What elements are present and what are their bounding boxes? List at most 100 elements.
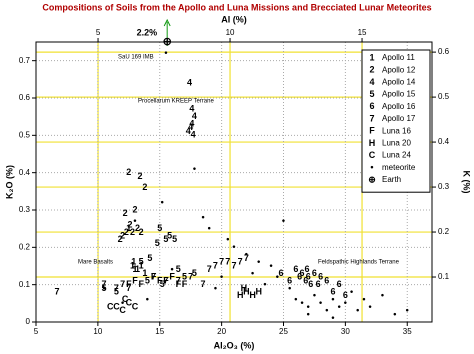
x2-tick-label: 10 bbox=[226, 28, 235, 37]
data-point: 6 bbox=[300, 268, 305, 278]
data-point: • bbox=[294, 294, 297, 304]
data-point: 7 bbox=[201, 279, 206, 289]
data-point: • bbox=[270, 260, 273, 270]
data-point: • bbox=[344, 298, 347, 308]
data-point: F bbox=[132, 275, 138, 285]
legend-label: Apollo 17 bbox=[382, 114, 416, 123]
data-point: H bbox=[243, 287, 250, 297]
data-point: • bbox=[282, 216, 285, 226]
data-point: 7 bbox=[225, 257, 230, 267]
legend-label: Luna 16 bbox=[382, 126, 411, 135]
data-point: • bbox=[325, 305, 328, 315]
data-point: H bbox=[249, 290, 256, 300]
data-point: H bbox=[241, 283, 248, 293]
x-tick-label: 5 bbox=[34, 327, 39, 336]
data-point: F bbox=[169, 272, 175, 282]
data-point: 4 bbox=[188, 122, 193, 132]
data-point: F bbox=[157, 275, 163, 285]
x-tick-label: 15 bbox=[155, 327, 164, 336]
y2-tick-label: 0.6 bbox=[438, 47, 450, 56]
chart-title: Compositions of Soils from the Apollo an… bbox=[42, 2, 431, 12]
data-point: • bbox=[193, 163, 196, 173]
data-point: C bbox=[119, 305, 126, 315]
data-point: 6 bbox=[330, 287, 335, 297]
data-point: 1 bbox=[139, 260, 144, 270]
data-point: 6 bbox=[337, 279, 342, 289]
data-point: 4 bbox=[187, 77, 192, 87]
data-point: 7 bbox=[231, 260, 236, 270]
data-point: H bbox=[237, 290, 244, 300]
data-point: 2 bbox=[139, 227, 144, 237]
data-point: F bbox=[151, 272, 157, 282]
y2-tick-label: 0.5 bbox=[438, 92, 450, 101]
arrow-head bbox=[163, 18, 171, 27]
y-tick-label: 0 bbox=[26, 317, 31, 326]
data-point: 7 bbox=[55, 287, 60, 297]
legend-marker: 1 bbox=[369, 52, 374, 62]
x-tick-label: 30 bbox=[341, 327, 350, 336]
data-point: 7 bbox=[126, 283, 131, 293]
data-point: 7 bbox=[188, 272, 193, 282]
data-point: 6 bbox=[318, 272, 323, 282]
legend-label: Apollo 15 bbox=[382, 90, 416, 99]
data-point: • bbox=[121, 298, 124, 308]
y2-tick-label: 0.1 bbox=[438, 272, 450, 281]
data-point: • bbox=[232, 242, 235, 252]
data-point: 6 bbox=[308, 279, 313, 289]
data-point: 7 bbox=[219, 257, 224, 267]
data-point: 7 bbox=[207, 264, 212, 274]
legend-marker: ⊕ bbox=[368, 174, 376, 184]
legend-label: Luna 24 bbox=[382, 151, 411, 160]
legend-label: meteorite bbox=[382, 163, 416, 172]
data-point: 1 bbox=[126, 223, 131, 233]
data-point: 5 bbox=[147, 253, 152, 263]
data-point: 2 bbox=[118, 234, 123, 244]
legend: 1 Apollo 11 2 Apollo 12 4 Apollo 14 5 Apollo 15… bbox=[361, 49, 431, 193]
x2-axis-label: Al (%) bbox=[221, 14, 247, 24]
data-point: F bbox=[163, 275, 169, 285]
data-point: • bbox=[307, 309, 310, 319]
data-point: 5 bbox=[163, 234, 168, 244]
data-point: C bbox=[113, 301, 120, 311]
data-point: • bbox=[381, 290, 384, 300]
data-point: 6 bbox=[297, 272, 302, 282]
data-point: C bbox=[126, 298, 133, 308]
data-point: • bbox=[313, 290, 316, 300]
data-point: • bbox=[263, 279, 266, 289]
data-point: 6 bbox=[303, 275, 308, 285]
data-point: • bbox=[251, 268, 254, 278]
data-point: • bbox=[245, 249, 248, 259]
data-point: • bbox=[161, 197, 164, 207]
legend-marker: 6 bbox=[369, 101, 374, 111]
data-point: 6 bbox=[293, 264, 298, 274]
legend-box bbox=[361, 49, 431, 193]
data-point: • bbox=[208, 223, 211, 233]
data-point: 1 bbox=[132, 264, 137, 274]
y-tick-label: 0.5 bbox=[19, 130, 31, 139]
x-tick-label: 25 bbox=[279, 327, 288, 336]
data-point: • bbox=[133, 216, 136, 226]
data-point: 5 bbox=[114, 287, 119, 297]
data-point: 6 bbox=[324, 275, 329, 285]
data-point: 5 bbox=[172, 234, 177, 244]
data-point: F bbox=[176, 279, 182, 289]
data-point: 7 bbox=[120, 279, 125, 289]
data-point: • bbox=[102, 283, 105, 293]
data-point: 6 bbox=[316, 279, 321, 289]
data-point: • bbox=[288, 283, 291, 293]
data-point: • bbox=[356, 305, 359, 315]
data-point: C bbox=[132, 301, 139, 311]
data-point: 2 bbox=[142, 182, 147, 192]
data-point: 2 bbox=[124, 227, 129, 237]
legend-marker: 7 bbox=[369, 113, 374, 123]
data-point: 5 bbox=[176, 264, 181, 274]
data-point: 7 bbox=[176, 275, 181, 285]
legend-marker: 2 bbox=[369, 65, 374, 75]
legend-label: Apollo 12 bbox=[382, 65, 416, 74]
x-axis-label: Al₂O₃ (%) bbox=[214, 340, 255, 350]
data-point: F bbox=[138, 279, 144, 289]
y2-tick-label: 0.3 bbox=[438, 182, 450, 191]
data-point: 5 bbox=[167, 231, 172, 241]
data-point: 4 bbox=[192, 111, 197, 121]
